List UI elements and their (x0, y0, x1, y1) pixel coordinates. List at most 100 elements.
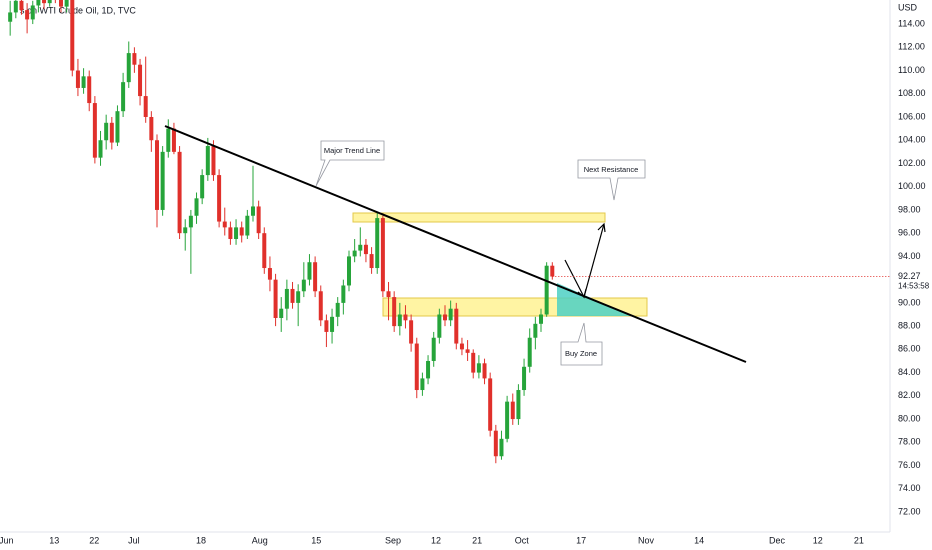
candle-body (420, 378, 425, 391)
candle-body (36, 0, 41, 6)
currency: USD (898, 2, 918, 12)
candle-body (109, 122, 114, 143)
candle-body (132, 53, 137, 65)
y-tick-label: 74.00 (898, 483, 921, 493)
y-tick-label: 80.00 (898, 413, 921, 423)
candle-body (454, 308, 459, 344)
candle-body (539, 314, 544, 324)
last-price-label: 92.27 (898, 271, 921, 281)
candle-body (256, 206, 261, 234)
y-tick-label: 106.00 (898, 111, 926, 121)
y-tick-label: 94.00 (898, 251, 921, 261)
candle-body (143, 96, 148, 117)
callout (560, 322, 603, 366)
candle-body (533, 323, 538, 338)
candle-body (81, 76, 86, 88)
candle-body (397, 314, 402, 327)
candle-body (544, 265, 549, 315)
candle-body (476, 363, 481, 373)
candle-body (279, 308, 284, 318)
y-tick-label: 82.00 (898, 390, 921, 400)
candle-body (482, 363, 487, 379)
candle-body (262, 233, 267, 269)
candle-body (13, 0, 18, 13)
x-tick-label: Aug (252, 535, 268, 545)
candle-body (42, 0, 47, 4)
y-tick-label: 110.00 (898, 65, 925, 75)
candle-body (104, 122, 109, 141)
countdown: 14:53:58 (898, 282, 930, 291)
candle-body (217, 175, 222, 222)
candle-body (273, 279, 278, 318)
candle-body (443, 314, 447, 321)
candle-body (330, 316, 335, 332)
candle-body (550, 265, 555, 277)
candle-body (8, 12, 13, 22)
candle-body (516, 390, 521, 420)
candle-body (448, 308, 453, 321)
candle-body (75, 70, 80, 88)
candle-body (183, 227, 188, 234)
candle-body (375, 218, 380, 269)
candle-body (267, 268, 272, 280)
candle-body (284, 288, 289, 309)
candle-body (87, 76, 92, 104)
x-tick-label: Oct (515, 535, 530, 545)
candle-body (431, 337, 436, 361)
candle-body (488, 378, 493, 431)
candle-body (126, 53, 131, 83)
candle-body (160, 151, 165, 210)
candle-body (47, 0, 52, 4)
candle-body (369, 254, 374, 269)
candle-body (25, 10, 30, 20)
candle-body (522, 366, 527, 391)
candle-body (30, 5, 35, 20)
candle-body (222, 221, 227, 228)
y-tick-label: 98.00 (898, 204, 921, 214)
buy-zone-label: Buy Zone (565, 349, 597, 358)
arrow-head (597, 222, 606, 233)
x-tick-label: 15 (311, 535, 321, 545)
candle-body (228, 227, 233, 239)
candle-body (346, 256, 351, 286)
callout (315, 140, 385, 187)
chart-title: s on WTI Crude Oil, 1D, TVC (20, 5, 136, 15)
x-tick-label: Dec (769, 535, 786, 545)
candle-body (437, 314, 442, 338)
y-tick-label: 100.00 (898, 181, 926, 191)
candle-body (403, 314, 408, 321)
callout (577, 159, 646, 201)
candle-body (138, 64, 143, 97)
candle-body (245, 215, 250, 236)
x-tick-label: Sep (385, 535, 401, 545)
y-tick-label: 76.00 (898, 460, 921, 470)
candle-body (358, 244, 363, 251)
candle-body (459, 343, 464, 350)
y-tick-label: 88.00 (898, 320, 921, 330)
resistance-zone (352, 212, 606, 223)
y-tick-label: 114.00 (898, 18, 925, 28)
trend-line-label: Major Trend Line (324, 146, 380, 155)
candle-body (154, 140, 159, 210)
candle-body (239, 227, 244, 236)
y-tick-label: 104.00 (898, 135, 926, 145)
y-tick-label: 112.00 (898, 42, 925, 52)
x-tick-label: 21 (854, 535, 864, 545)
candle-body (313, 262, 318, 292)
x-tick-label: 12 (813, 535, 823, 545)
candle-body (98, 140, 103, 158)
candle-body (493, 430, 498, 457)
y-tick-label: 96.00 (898, 228, 921, 238)
trend-line (164, 125, 747, 363)
x-tick-label: Nov (638, 535, 655, 545)
candle-body (301, 279, 306, 292)
candle-body (471, 352, 476, 373)
candle-body (352, 250, 357, 257)
x-tick-label: 22 (89, 535, 99, 545)
y-tick-label: 84.00 (898, 367, 921, 377)
candle-body (341, 285, 346, 303)
x-tick-label: Jun (0, 535, 13, 545)
candle-body (234, 227, 239, 239)
